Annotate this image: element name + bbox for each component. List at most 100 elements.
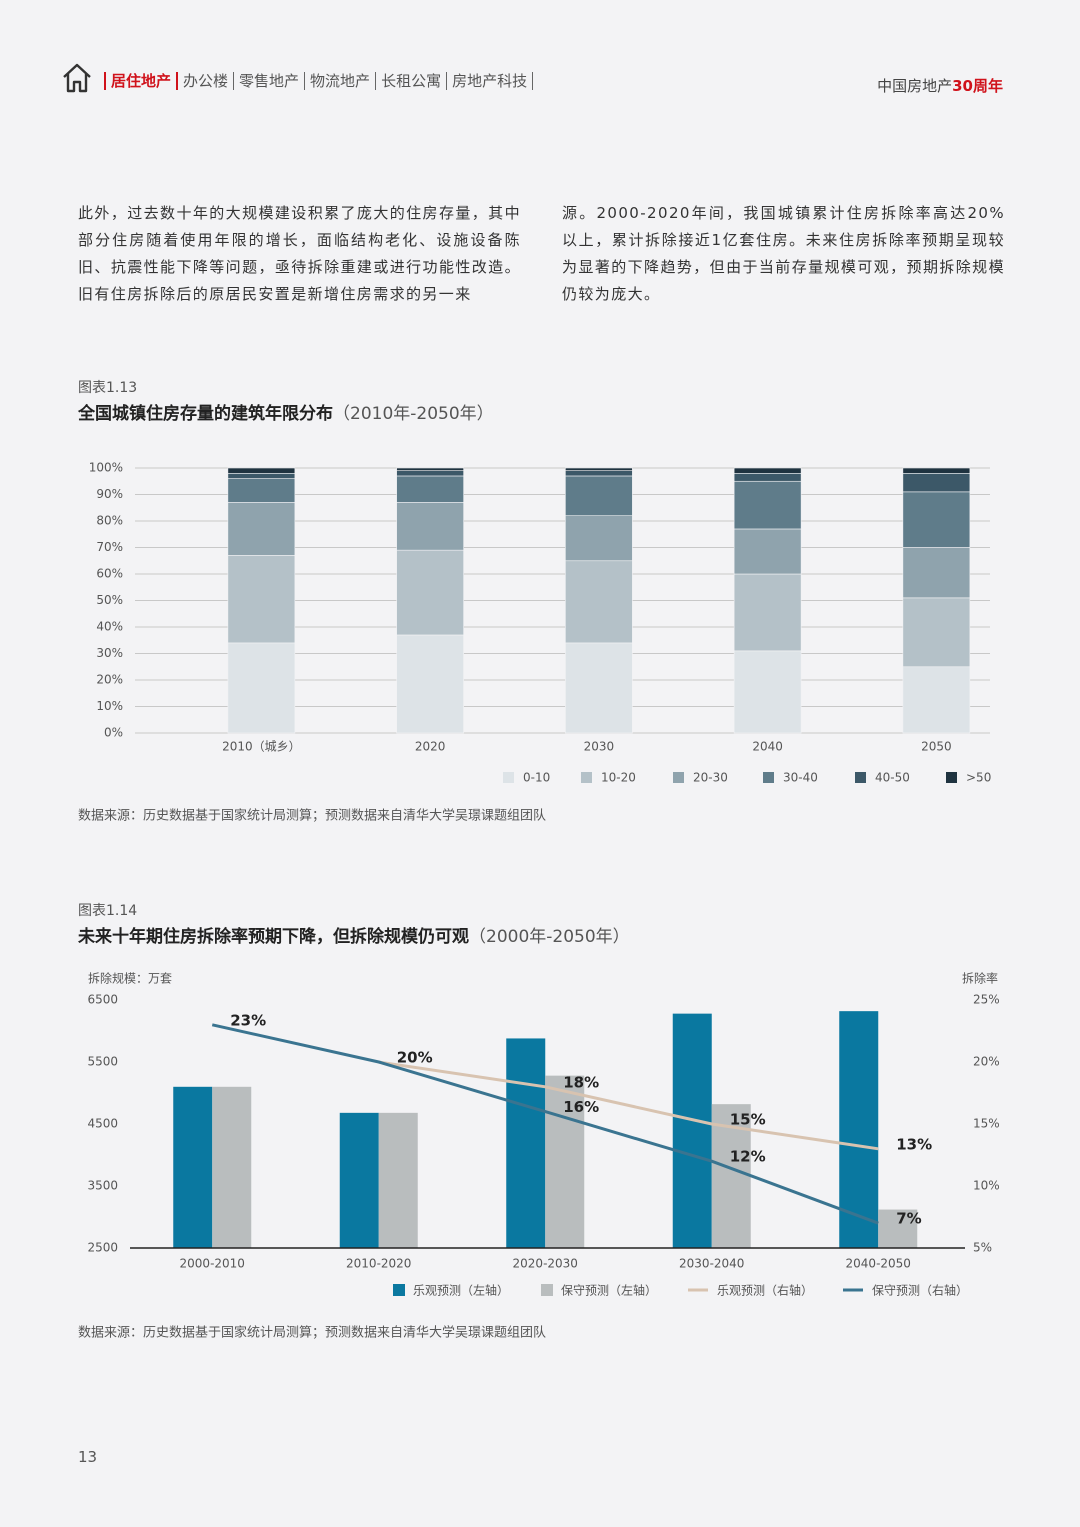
legend-label: 30-40 [783,771,818,785]
bar-segment [396,470,464,477]
y-tick-label: 30% [96,646,123,660]
bar [506,1038,546,1248]
y2-tick-label: 25% [973,993,1000,1007]
bar-segment [396,549,464,636]
x-tick-label: 2010-2020 [346,1257,411,1271]
bar-segment [902,597,971,668]
bar [212,1086,252,1248]
bar-segment [902,472,971,493]
nav-item[interactable]: 房地产科技 [447,72,534,90]
bar-segment [733,528,802,575]
legend-swatch [946,772,957,783]
value-label: 20% [397,1049,433,1067]
nav-item[interactable]: 长租公寓 [376,72,448,90]
bar-segment [733,472,802,482]
bar-segment [733,573,802,652]
legend-swatch [541,1284,553,1296]
y-tick-label: 50% [96,593,123,607]
chart-title-main: 全国城镇住房存量的建筑年限分布 [77,403,333,424]
source-note: 数据来源：历史数据基于国家统计局测算；预测数据来自清华大学吴璟课题组团队 [78,808,546,824]
y-tick-label: 0% [104,726,123,740]
page-number: 13 [78,1448,98,1466]
x-tick-label: 2030 [584,740,615,754]
y-tick-label: 3500 [87,1179,118,1193]
y2-axis-title: 拆除率 [962,971,998,986]
y-tick-label: 10% [96,699,123,713]
bar-segment [565,560,633,644]
rate-line [211,1023,879,1225]
value-label: 15% [730,1111,766,1129]
bar-segment [396,475,464,503]
y-tick-label: 5500 [87,1055,118,1069]
y-tick-label: 60% [96,567,123,581]
y-tick-label: 4500 [87,1117,118,1131]
legend-swatch [581,772,592,783]
y2-tick-label: 5% [973,1241,992,1255]
value-label: 7% [896,1210,921,1228]
bar-segment [227,467,296,474]
bar-segment [396,634,464,734]
nav-item[interactable]: 居住地产 [104,72,179,90]
x-tick-label: 2030-2040 [679,1257,744,1271]
nav-item[interactable]: 办公楼 [178,72,235,90]
x-tick-label: 2050 [921,740,952,754]
legend-swatch [855,772,866,783]
legend-label: 0-10 [523,771,550,785]
legend-swatch [673,772,684,783]
bar-segment [733,480,802,530]
y2-tick-label: 15% [973,1117,1000,1131]
legend-label: 10-20 [601,771,636,785]
bar-segment [902,666,971,734]
brand-highlight: 30周年 [952,77,1003,95]
bar-segment [565,467,633,471]
legend-label: 乐观预测（左轴） [413,1283,509,1298]
bar-segment [733,467,802,474]
y-tick-label: 100% [89,461,123,475]
x-tick-label: 2040-2050 [846,1257,911,1271]
rate-line [378,1060,879,1151]
chart-title: 未来十年期住房拆除率预期下降，但拆除规模仍可观（2000年-2050年） [77,926,630,947]
chart-subtitle: （2010年-2050年） [333,404,494,424]
y-tick-label: 70% [96,540,123,554]
bar-segment [227,472,296,479]
legend-label: 保守预测（左轴） [561,1283,657,1298]
bar [378,1112,418,1248]
legend-label: >50 [966,771,991,785]
value-label: 12% [730,1148,766,1166]
bar-segment [227,502,296,556]
bar-segment [902,491,971,548]
y2-tick-label: 10% [973,1179,1000,1193]
y-tick-label: 90% [96,487,123,501]
x-tick-label: 2010（城乡） [222,740,301,754]
y-tick-label: 80% [96,514,123,528]
legend-swatch [503,772,514,783]
bar-segment [902,467,971,474]
chart-label: 图表1.14 [78,903,137,919]
chart-label: 图表1.13 [78,380,137,396]
value-label: 18% [563,1073,599,1091]
y-tick-label: 20% [96,673,123,687]
y-tick-label: 6500 [87,993,118,1007]
brand-name: 中国房地产 [877,77,953,95]
bar-segment [565,515,633,562]
bar-segment [227,555,296,644]
y-axis-title: 拆除规模：万套 [88,971,172,986]
nav-item[interactable]: 物流地产 [305,72,377,90]
bar-segment [733,650,802,734]
bar [839,1011,879,1248]
bar-segment [565,475,633,517]
y-tick-label: 2500 [87,1241,118,1255]
bar-segment [227,642,296,734]
bar [173,1086,213,1248]
value-label: 23% [230,1011,266,1029]
paragraph: 源。2000-2020年间，我国城镇累计住房拆除率高达20%以上，累计拆除接近1… [562,204,1005,303]
home-icon [63,63,91,93]
legend-swatch [393,1284,405,1296]
bar-segment [396,502,464,551]
y2-tick-label: 20% [973,1055,1000,1069]
bar [339,1112,379,1248]
nav-item[interactable]: 零售地产 [234,72,306,90]
bar [545,1075,585,1248]
